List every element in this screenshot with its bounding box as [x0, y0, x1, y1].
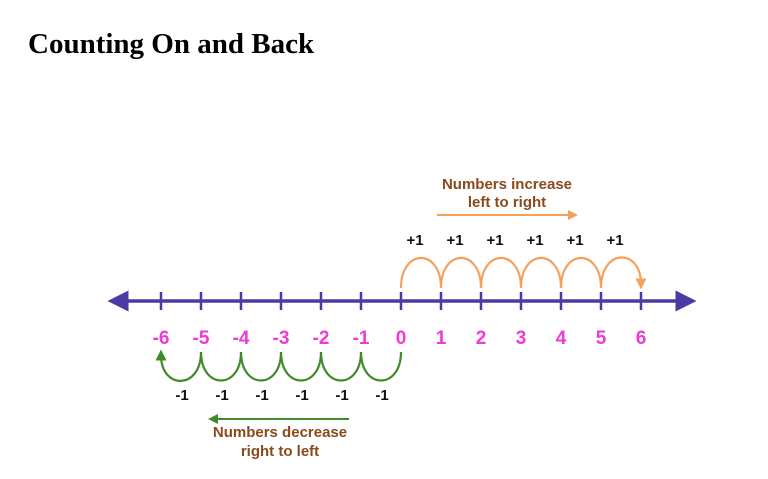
increase-arc	[479, 257, 523, 289]
tick-marks	[159, 292, 643, 310]
increase-caption-line1: Numbers increase	[442, 176, 572, 193]
tick-label: -5	[193, 328, 210, 349]
increase-arc	[519, 257, 563, 289]
decrease-step-label: -1	[295, 387, 308, 404]
tick-label: -4	[233, 328, 250, 349]
decrease-arc	[279, 351, 323, 382]
tick-label: -3	[273, 328, 290, 349]
tick-label: 2	[476, 328, 487, 349]
increase-step-label: +1	[446, 232, 463, 249]
tick-label: 4	[556, 328, 567, 349]
decrease-arcs	[155, 349, 403, 382]
decrease-step-labels: -1 -1 -1 -1 -1 -1	[175, 387, 388, 404]
tick-labels: -6 -5 -4 -3 -2 -1 0 1 2 3 4 5 6	[153, 328, 647, 349]
tick-label: 0	[396, 328, 407, 349]
increase-arc	[559, 257, 603, 289]
tick-label: 1	[436, 328, 447, 349]
increase-arc	[439, 257, 483, 289]
tick-label: 3	[516, 328, 527, 349]
decrease-arc	[359, 351, 403, 382]
increase-step-label: +1	[486, 232, 503, 249]
increase-step-label: +1	[526, 232, 543, 249]
decrease-step-label: -1	[175, 387, 188, 404]
decrease-caption-line1: Numbers decrease	[213, 424, 347, 441]
tick-label: -1	[353, 328, 370, 349]
increase-step-label: +1	[406, 232, 423, 249]
decrease-step-label: -1	[215, 387, 228, 404]
decrease-arc	[155, 349, 203, 382]
increase-caption-line2: left to right	[468, 194, 546, 211]
page-title: Counting On and Back	[28, 28, 315, 60]
decrease-step-label: -1	[335, 387, 348, 404]
increase-arc	[599, 256, 647, 290]
tick-label: -2	[313, 328, 330, 349]
decrease-caption-line2: right to left	[241, 443, 319, 460]
increase-step-label: +1	[606, 232, 623, 249]
tick-label: -6	[153, 328, 170, 349]
increase-arcs	[399, 256, 647, 290]
decrease-arc	[239, 351, 283, 382]
increase-step-label: +1	[566, 232, 583, 249]
tick-label: 5	[596, 328, 607, 349]
decrease-arc	[199, 351, 243, 382]
increase-step-labels: +1 +1 +1 +1 +1 +1	[406, 232, 623, 249]
decrease-step-label: -1	[255, 387, 268, 404]
decrease-arc	[319, 351, 363, 382]
tick-label: 6	[636, 328, 647, 349]
decrease-step-label: -1	[375, 387, 388, 404]
increase-arc	[399, 257, 443, 289]
